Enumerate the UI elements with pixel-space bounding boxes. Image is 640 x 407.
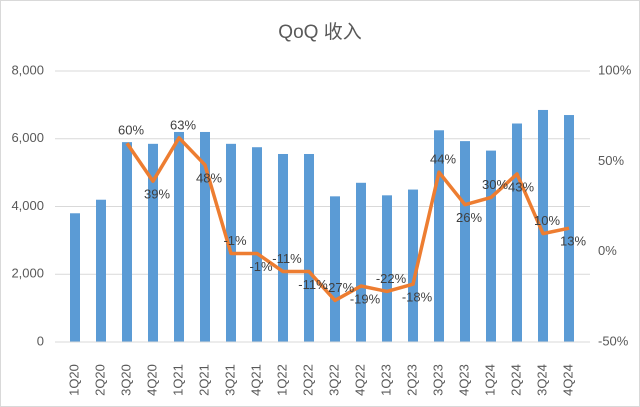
bar	[538, 109, 548, 342]
bar	[382, 195, 392, 342]
bar	[148, 143, 158, 342]
data-label: -22%	[376, 271, 407, 286]
bar	[356, 182, 366, 342]
x-tick-label: 4Q22	[352, 364, 367, 396]
data-label: 43%	[508, 179, 534, 194]
bar	[122, 142, 132, 342]
data-label: 63%	[170, 117, 196, 132]
line	[125, 136, 570, 303]
bar	[460, 141, 470, 342]
data-label: -1%	[249, 259, 273, 274]
y2-tick-label: 0%	[598, 243, 617, 258]
bar	[252, 147, 262, 342]
bar	[226, 143, 236, 342]
data-label: 44%	[430, 152, 456, 167]
data-label: 60%	[118, 123, 144, 138]
data-label: 13%	[560, 234, 586, 249]
x-tick-label: 2Q22	[300, 364, 315, 396]
y-tick-label: 0	[37, 333, 44, 348]
y-tick-label: 2,000	[11, 266, 44, 281]
data-label: 39%	[144, 187, 170, 202]
x-tick-label: 3Q23	[430, 364, 445, 396]
x-tick-label: 3Q22	[326, 364, 341, 396]
y2-tick-label: 50%	[598, 153, 624, 168]
data-label: -18%	[402, 290, 433, 305]
x-tick-label: 1Q20	[66, 364, 81, 396]
x-tick-label: 1Q22	[274, 364, 289, 396]
bar	[96, 199, 106, 342]
x-tick-label: 4Q24	[560, 364, 575, 396]
data-label: 30%	[482, 177, 508, 192]
x-tick-label: 1Q23	[378, 364, 393, 396]
x-tick-label: 4Q20	[144, 364, 159, 396]
x-tick-label: 4Q21	[248, 364, 263, 396]
data-label: 48%	[196, 170, 222, 185]
bar	[486, 150, 496, 342]
bar	[512, 123, 522, 342]
data-label: -27%	[324, 280, 355, 295]
data-label: -1%	[223, 233, 247, 248]
bar	[304, 153, 314, 342]
bar	[278, 153, 288, 342]
data-label: -19%	[350, 291, 381, 306]
x-tick-label: 3Q21	[222, 364, 237, 396]
x-tick-label: 2Q20	[92, 364, 107, 396]
y-tick-label: 4,000	[11, 198, 44, 213]
x-tick-label: 4Q23	[456, 364, 471, 396]
x-tick-label: 1Q24	[482, 364, 497, 396]
x-tick-label: 3Q20	[118, 364, 133, 396]
bar	[174, 131, 184, 342]
y-tick-label: 8,000	[11, 62, 44, 77]
x-tick-label: 1Q21	[170, 364, 185, 396]
y2-tick-label: 100%	[598, 62, 632, 77]
bar	[330, 196, 340, 342]
bar	[70, 213, 80, 342]
x-tick-label: 2Q23	[404, 364, 419, 396]
x-tick-label: 3Q24	[534, 364, 549, 396]
y2-tick-label: -50%	[598, 333, 629, 348]
x-tick-label: 2Q21	[196, 364, 211, 396]
x-tick-label: 2Q24	[508, 364, 523, 396]
data-label: -11%	[298, 277, 328, 292]
bar	[200, 131, 210, 342]
y-tick-label: 6,000	[11, 130, 44, 145]
data-label: -11%	[272, 251, 302, 266]
data-label: 26%	[456, 210, 482, 225]
bar	[434, 130, 444, 342]
bar	[408, 189, 418, 342]
chart-title: QoQ 收入	[278, 21, 361, 43]
data-label: 10%	[534, 213, 560, 228]
